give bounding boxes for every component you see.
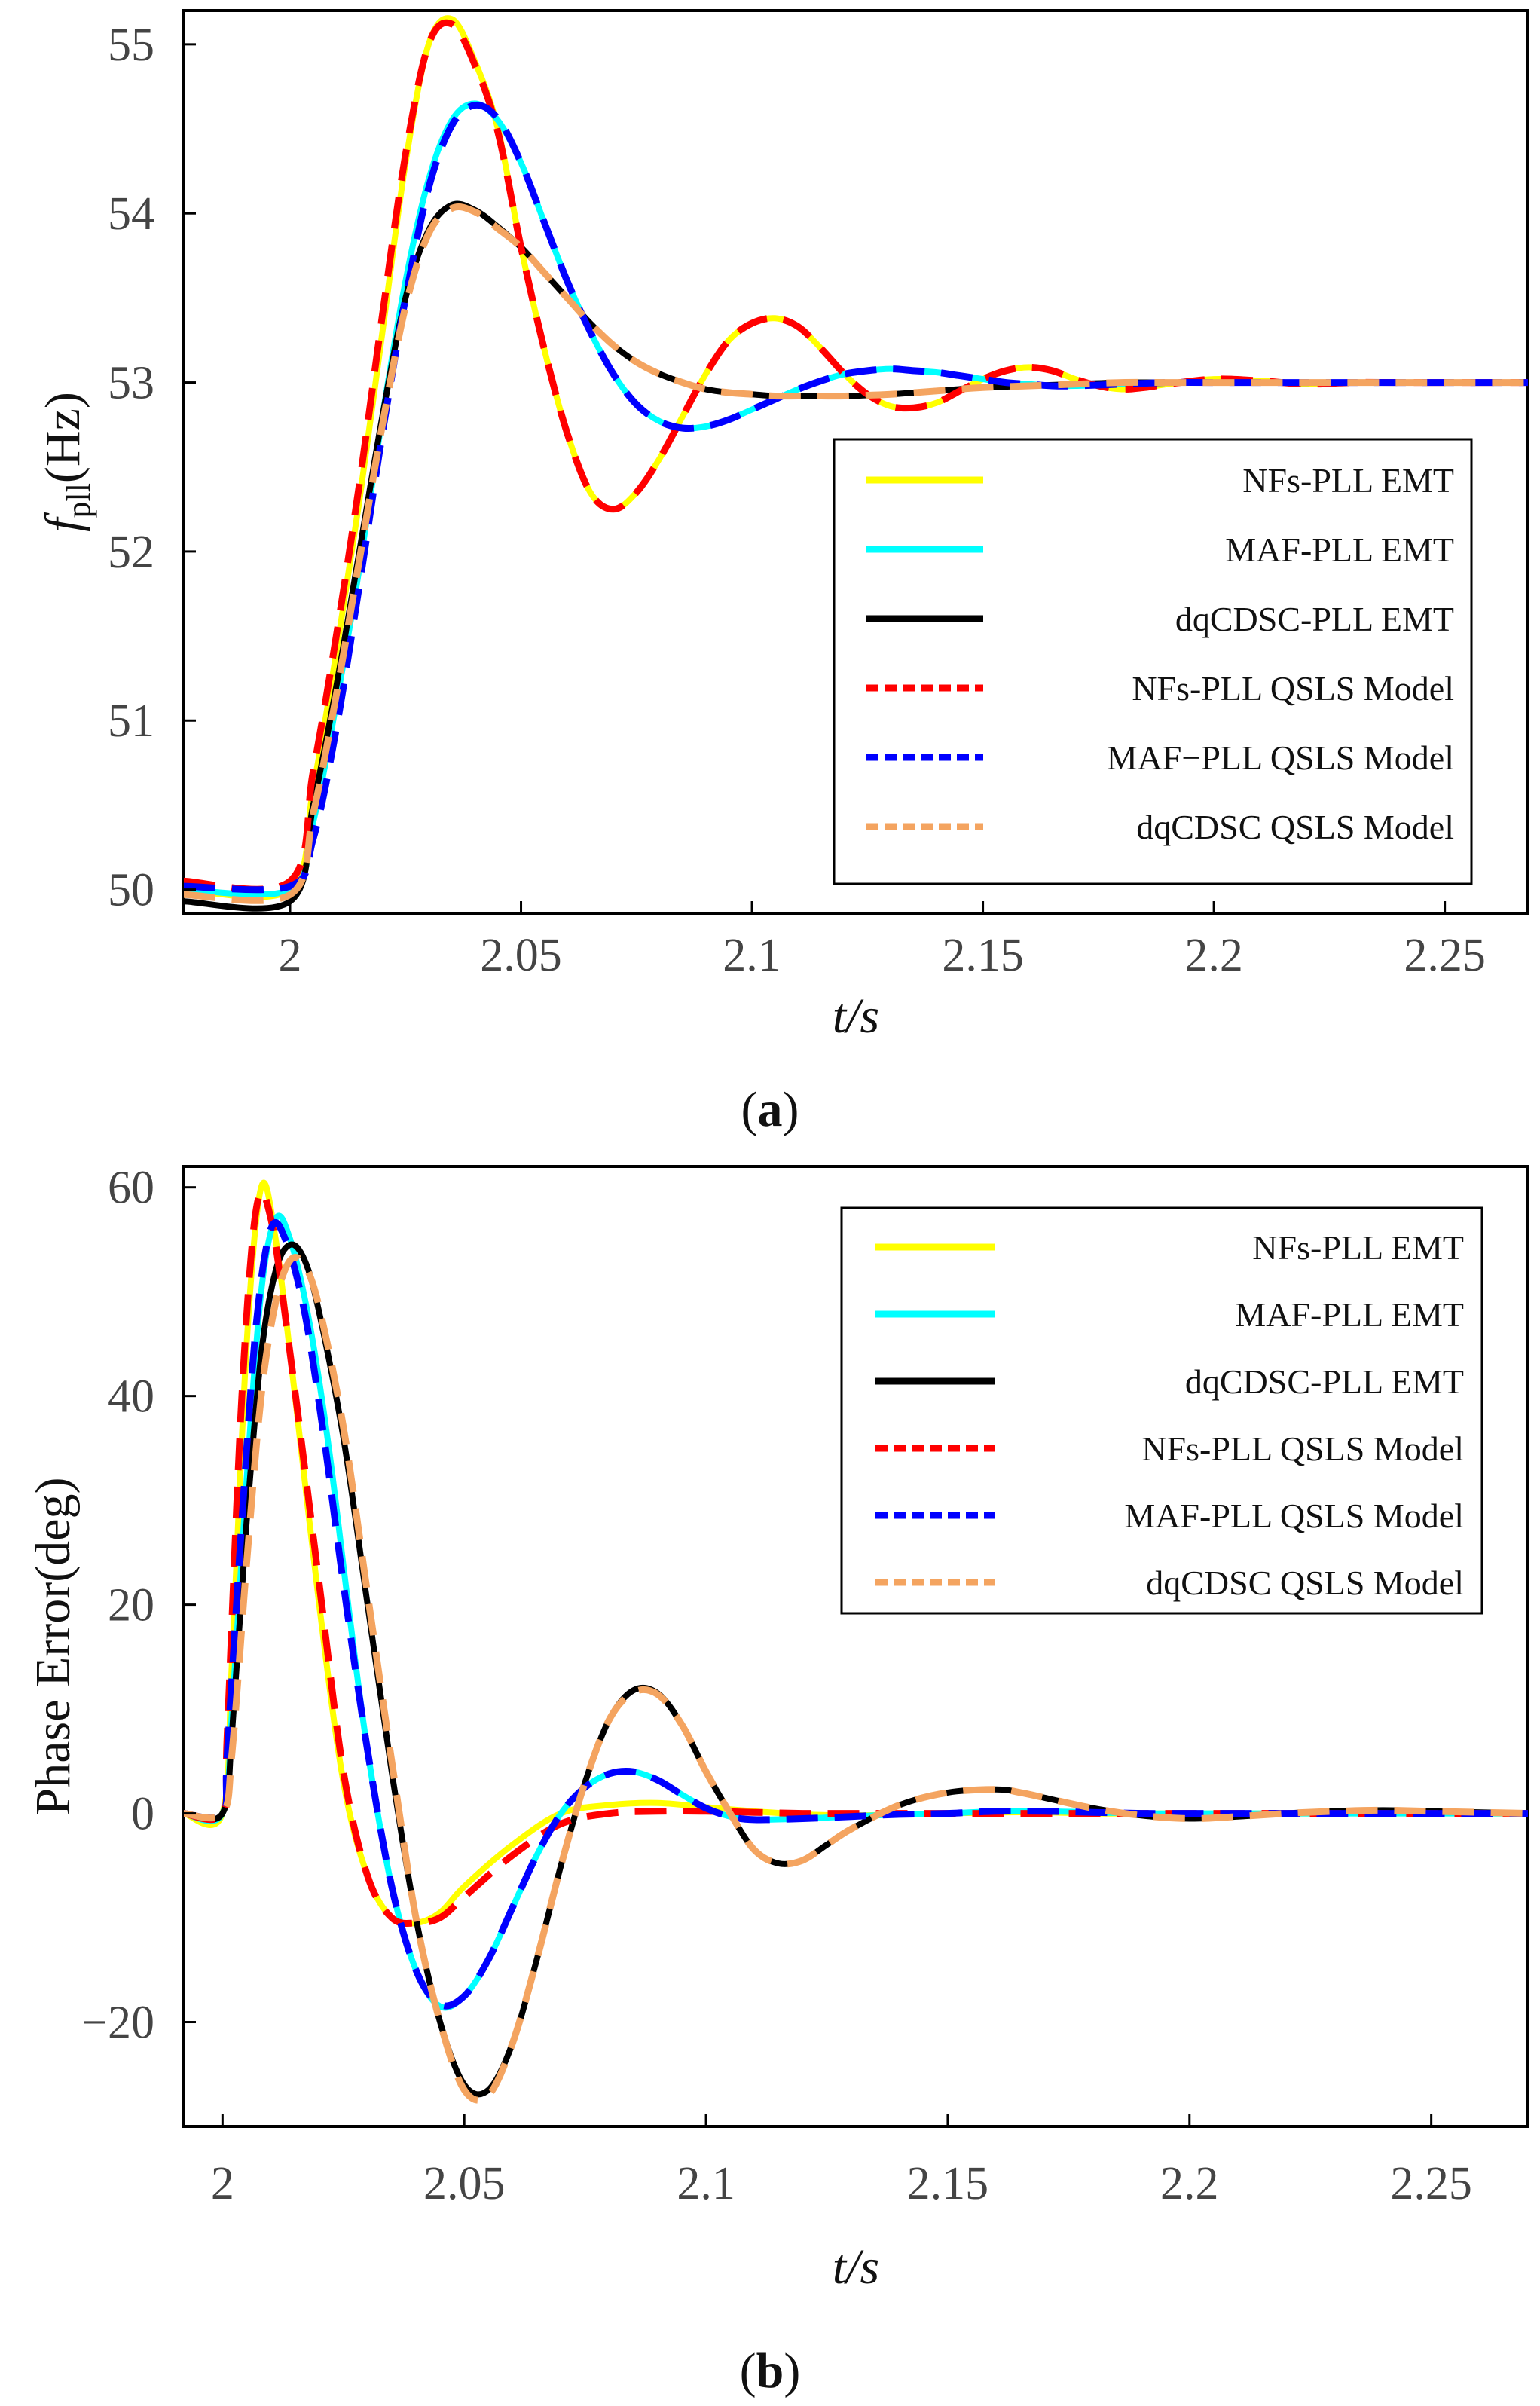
chart-a-y-axis-label: fpll(Hz) [35, 392, 97, 532]
chart-b-caption-open: ( [740, 2343, 756, 2398]
chart-a: 2 2.05 2.1 2.15 2.2 2.25 50 51 52 53 54 55 t/s fpll… [35, 9, 1529, 1137]
chart-a-legend-label-5: dqCDSC QSLS Model [1136, 808, 1454, 846]
chart-b: 2 2.05 2.1 2.15 2.2 2.25 −20 0 20 40 60 t/s Phase … [26, 1163, 1529, 2398]
chart-a-series-5 [183, 203, 1528, 904]
chart-a-x-axis-label: t/s [833, 989, 879, 1044]
chart-b-ticks: 2 2.05 2.1 2.15 2.2 2.25 −20 0 20 40 60 [81, 1163, 1472, 2209]
chart-a-caption: (a) [741, 1082, 799, 1137]
chart-a-legend-label-0: NFs-PLL EMT [1242, 461, 1454, 500]
chart-a-series-3 [183, 19, 1528, 893]
chart-a-x-tick-label: 2 [279, 930, 302, 981]
chart-a-ticks: 2 2.05 2.1 2.15 2.2 2.25 50 51 52 53 54 55 [108, 20, 1486, 981]
chart-a-x-tick-label: 2.2 [1184, 930, 1243, 981]
chart-a-y-axis-label-subscript: pll [60, 483, 97, 518]
chart-b-legend-label-1: MAF-PLL EMT [1235, 1295, 1464, 1334]
chart-b-caption-letter: b [756, 2343, 784, 2398]
chart-a-y-tick-label: 53 [108, 358, 154, 409]
chart-b-x-tick-label: 2.15 [907, 2158, 989, 2209]
chart-b-legend-label-4: MAF-PLL QSLS Model [1124, 1496, 1464, 1535]
chart-b-series-4 [183, 1218, 1528, 2010]
chart-b-caption: (b) [740, 2343, 801, 2398]
chart-b-x-tick-label: 2.05 [423, 2158, 506, 2209]
chart-a-legend-label-4: MAF−PLL QSLS Model [1107, 738, 1454, 777]
chart-a-y-tick-label: 52 [108, 527, 154, 578]
chart-a-x-tick-label: 2.15 [942, 930, 1024, 981]
chart-b-legend-label-3: NFs-PLL QSLS Model [1141, 1429, 1464, 1468]
chart-b-y-tick-label: 20 [108, 1580, 154, 1631]
chart-a-y-tick-label: 54 [108, 188, 154, 240]
chart-b-x-tick-label: 2 [211, 2158, 234, 2209]
chart-a-y-tick-label: 51 [108, 696, 154, 747]
chart-b-x-tick-label: 2.25 [1390, 2158, 1472, 2209]
chart-a-x-tick-label: 2.05 [480, 930, 562, 981]
chart-b-y-tick-label: 40 [108, 1371, 154, 1423]
chart-a-series-group [183, 15, 1528, 912]
chart-b-y-axis-label: Phase Error(deg) [26, 1478, 81, 1816]
chart-b-series-group [182, 1179, 1529, 2104]
chart-b-series-5 [183, 1254, 1529, 2104]
chart-b-legend-label-2: dqCDSC-PLL EMT [1185, 1362, 1464, 1401]
chart-b-y-tick-label: 0 [131, 1789, 154, 1840]
chart-a-x-tick-label: 2.25 [1404, 930, 1486, 981]
chart-a-legend-label-1: MAF-PLL EMT [1225, 530, 1454, 569]
chart-a-y-axis-label-unit: (Hz) [35, 392, 90, 483]
chart-b-legend [840, 1206, 1483, 1615]
chart-b-caption-close: ) [784, 2343, 800, 2398]
chart-b-x-tick-label: 2.1 [677, 2158, 735, 2209]
chart-b-legend-label-0: NFs-PLL EMT [1252, 1228, 1464, 1267]
chart-a-legend [833, 438, 1473, 885]
chart-b-legend-entries: NFs-PLL EMT MAF-PLL EMT dqCDSC-PLL EMT NFs-… [875, 1228, 1464, 1602]
chart-b-y-tick-label: 60 [108, 1163, 154, 1214]
chart-a-legend-entries: NFs-PLL EMT MAF-PLL EMT dqCDSC-PLL EMT NFs-… [866, 461, 1454, 846]
chart-a-y-tick-label: 55 [108, 20, 154, 71]
chart-b-plot-frame [182, 1165, 1529, 2128]
chart-b-y-tick-label: −20 [81, 1998, 154, 2049]
chart-a-caption-open: ( [741, 1082, 758, 1137]
chart-b-x-axis-label: t/s [833, 2239, 879, 2294]
chart-b-x-tick-label: 2.2 [1160, 2158, 1219, 2209]
chart-b-legend-label-5: dqCDSC QSLS Model [1146, 1564, 1464, 1602]
chart-a-plot-frame [182, 9, 1529, 915]
chart-a-legend-label-2: dqCDSC-PLL EMT [1175, 600, 1454, 638]
chart-a-x-tick-label: 2.1 [723, 930, 781, 981]
chart-a-legend-label-3: NFs-PLL QSLS Model [1132, 669, 1454, 708]
chart-a-caption-letter: a [758, 1082, 783, 1137]
chart-a-y-tick-label: 50 [108, 865, 154, 916]
chart-a-caption-close: ) [783, 1082, 799, 1137]
